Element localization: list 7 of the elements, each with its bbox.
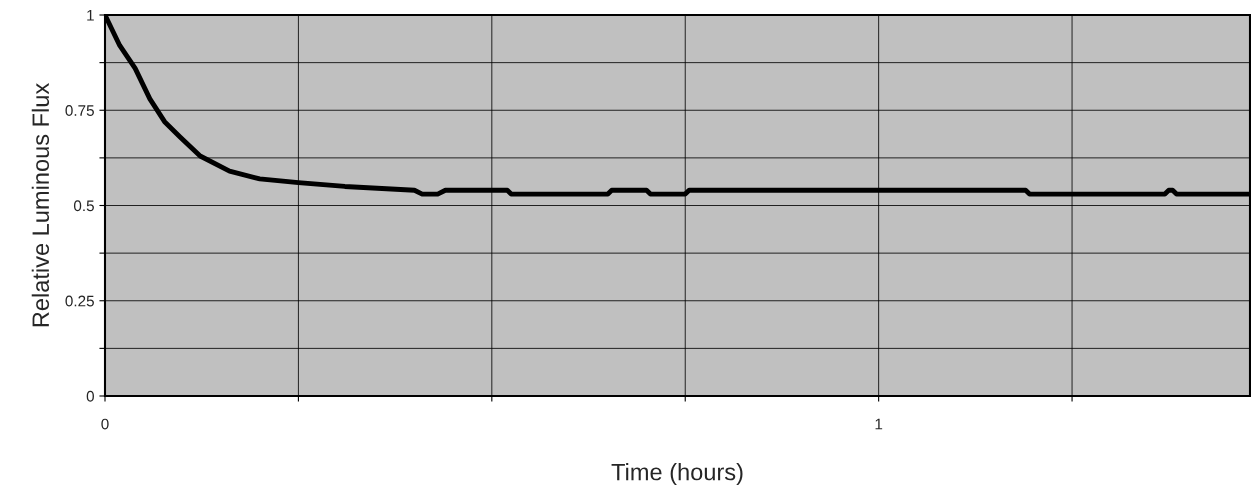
y-tick-label: 0	[86, 390, 94, 402]
y-tick-label: 1	[87, 10, 94, 21]
y-axis-title: Relative Luminous Flux	[31, 83, 50, 327]
y-tick-label: 0.75	[65, 105, 94, 116]
x-axis-title: Time (hours)	[611, 463, 743, 486]
y-tick-label: 0.5	[73, 200, 94, 212]
y-tick-label: 0.25	[65, 295, 94, 307]
